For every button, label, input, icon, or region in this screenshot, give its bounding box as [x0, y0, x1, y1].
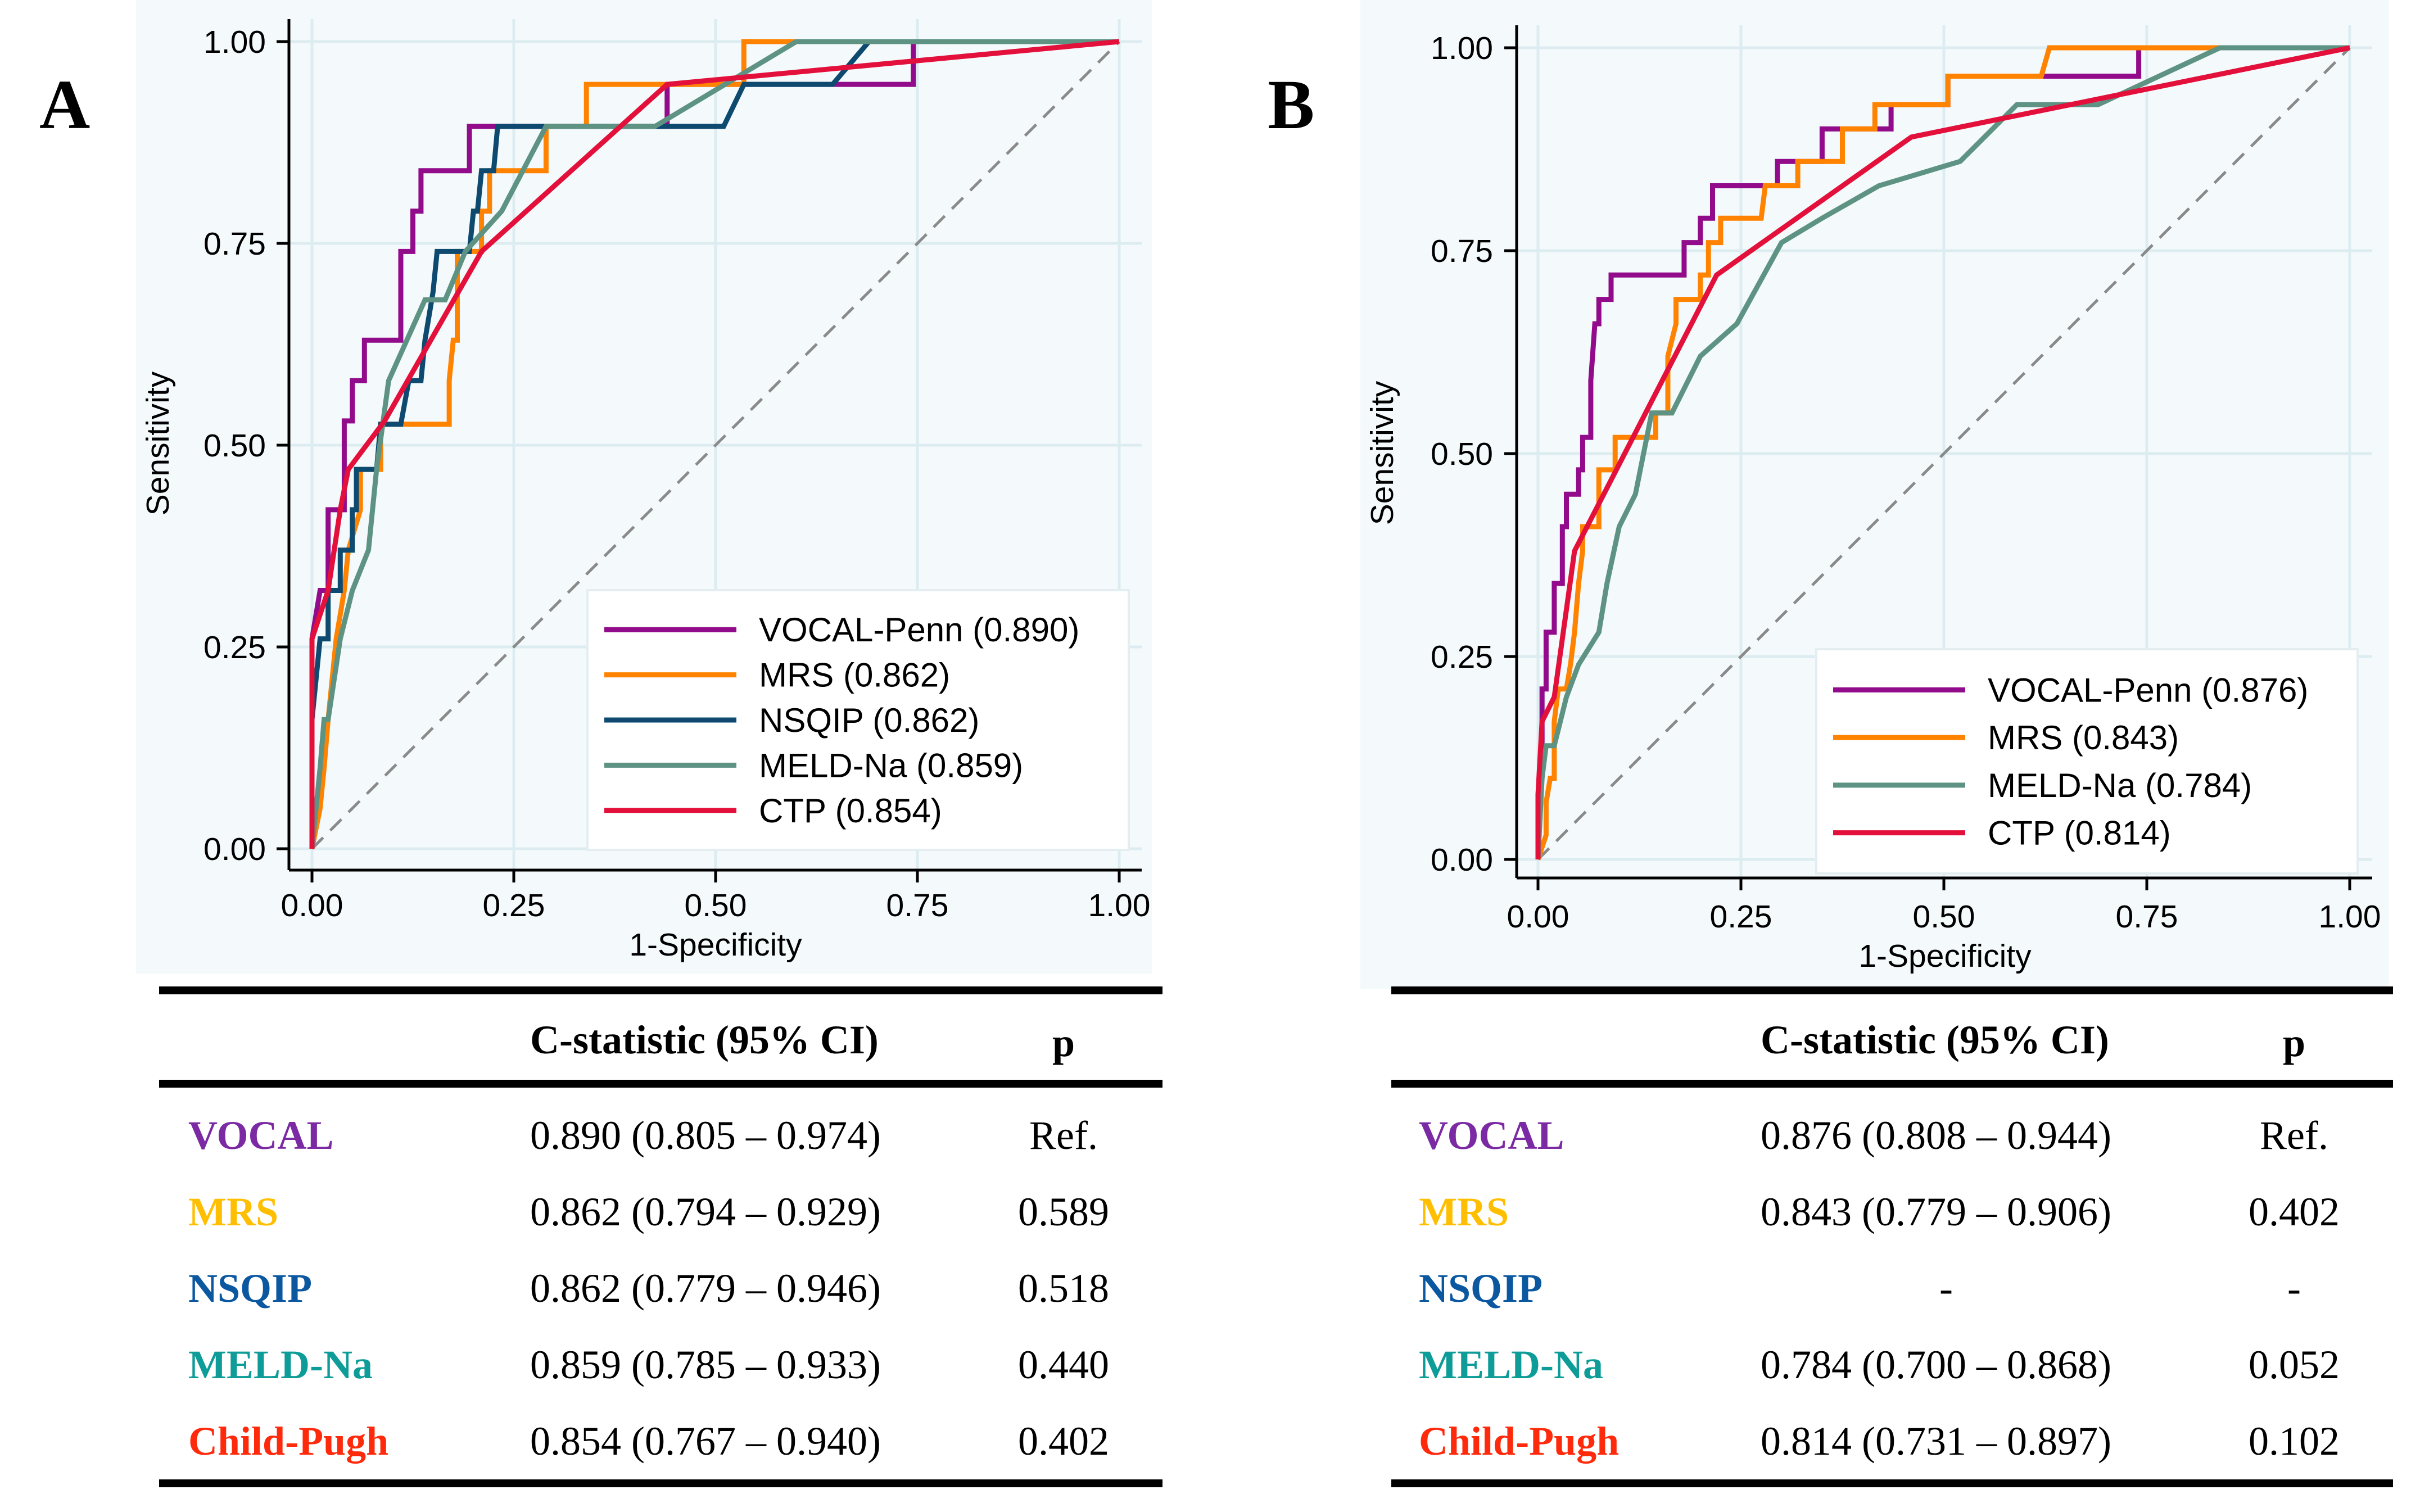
roc-curve-meld-na	[1535, 45, 2350, 860]
legend-box	[1815, 648, 2359, 875]
row-name-child-pugh: Child-Pugh	[1419, 1419, 1620, 1464]
row-c-statistic: 0.814 (0.731 – 0.897)	[1761, 1419, 2111, 1464]
row-name-vocal: VOCAL	[1419, 1113, 1564, 1158]
row-c-statistic: 0.859 (0.785 – 0.933)	[530, 1342, 881, 1387]
legend: VOCAL-Penn (0.890) MRS (0.862) NSQIP (0.86…	[586, 589, 1130, 851]
row-name-meld-na: MELD-Na	[188, 1342, 373, 1387]
y-tick-label: 1.00	[1431, 30, 1493, 66]
header-c-statistic: C-statistic (95% CI)	[530, 1017, 879, 1062]
row-p-value: 0.589	[1018, 1189, 1109, 1234]
row-p-value: 0.402	[1018, 1419, 1109, 1464]
y-axis-title: Sensitivity	[1364, 381, 1400, 525]
y-tick-label: 0.50	[203, 428, 266, 464]
table-bottom-rule	[1391, 1479, 2393, 1487]
row-p-value: 0.402	[2249, 1189, 2340, 1234]
c-statistic-table-b: C-statistic (95% CI) p VOCAL 0.876 (0.808 –…	[1391, 986, 2393, 1492]
row-name-meld-na: MELD-Na	[1419, 1342, 1603, 1387]
row-p-value: Ref.	[1029, 1113, 1098, 1158]
reference-diagonal	[1537, 47, 2351, 861]
header-c-statistic: C-statistic (95% CI)	[1761, 1017, 2109, 1062]
x-tick-label: 1.00	[2319, 899, 2381, 935]
y-tick-label: 0.00	[203, 831, 266, 867]
table-top-rule	[1391, 986, 2393, 994]
legend-entry: VOCAL-Penn (0.890)	[759, 611, 1079, 649]
legend-entry: MELD-Na (0.859)	[759, 746, 1023, 784]
row-p-value: 0.052	[2249, 1342, 2340, 1387]
x-tick-label: 0.50	[685, 888, 747, 924]
roc-curve-ctp	[309, 39, 1120, 849]
row-name-mrs: MRS	[188, 1189, 278, 1234]
row-c-statistic: 0.862 (0.794 – 0.929)	[530, 1189, 881, 1234]
panel-label-a: A	[39, 66, 91, 144]
y-tick-label: 0.25	[203, 630, 266, 666]
x-tick-label: 0.00	[1507, 899, 1569, 935]
row-c-statistic: -	[1939, 1266, 1953, 1311]
row-p-value: -	[2287, 1266, 2301, 1311]
x-axis-title: 1-Specificity	[629, 927, 802, 963]
panel-label-b: B	[1268, 66, 1315, 144]
roc-panel-a: 0.00 0.00 0.25 0.25 0.50 0.50 0.75 0.75 1.00 1.00…	[136, 0, 1152, 974]
roc-curve-meld-na	[309, 39, 1119, 849]
legend-entry: CTP (0.814)	[1988, 814, 2171, 852]
reference-diagonal	[311, 40, 1120, 850]
table-header-rule	[1391, 1080, 2393, 1088]
y-tick-label: 0.75	[1431, 233, 1493, 269]
row-p-value: 0.440	[1018, 1342, 1109, 1387]
y-tick-label: 0.75	[203, 226, 266, 262]
row-name-nsqip: NSQIP	[188, 1266, 313, 1311]
x-tick-label: 0.25	[483, 888, 545, 924]
legend-entry: VOCAL-Penn (0.876)	[1988, 671, 2308, 709]
roc-panel-b: 0.00 0.00 0.25 0.25 0.50 0.50 0.75 0.75 1.00 1.00…	[1360, 0, 2389, 989]
table-bottom-rule	[159, 1479, 1162, 1487]
x-tick-label: 0.75	[2116, 899, 2178, 935]
x-tick-label: 0.25	[1710, 899, 1772, 935]
x-tick-label: 0.00	[281, 888, 343, 924]
x-tick-label: 0.50	[1913, 899, 1975, 935]
row-p-value: 0.102	[2249, 1419, 2340, 1464]
row-c-statistic: 0.890 (0.805 – 0.974)	[530, 1113, 881, 1158]
legend-entry: NSQIP (0.862)	[759, 701, 979, 739]
y-tick-label: 1.00	[203, 24, 266, 60]
legend: VOCAL-Penn (0.876) MRS (0.843) MELD-Na (0.…	[1815, 648, 2359, 875]
legend-entry: MELD-Na (0.784)	[1988, 767, 2252, 804]
x-axis-title: 1-Specificity	[1858, 938, 2032, 974]
roc-curve-mrs	[1535, 45, 2350, 861]
table-top-rule	[159, 986, 1162, 994]
row-name-nsqip: NSQIP	[1419, 1266, 1543, 1311]
legend-entry: MRS (0.843)	[1988, 719, 2179, 757]
row-c-statistic: 0.876 (0.808 – 0.944)	[1761, 1113, 2111, 1158]
header-p: p	[2282, 1020, 2306, 1065]
roc-curve-nsqip	[309, 39, 1119, 849]
row-name-mrs: MRS	[1419, 1189, 1509, 1234]
legend-entry: CTP (0.854)	[759, 792, 942, 830]
row-name-vocal: VOCAL	[188, 1113, 334, 1158]
y-axis-title: Sensitivity	[140, 371, 176, 515]
row-c-statistic: 0.843 (0.779 – 0.906)	[1761, 1189, 2111, 1234]
row-c-statistic: 0.784 (0.700 – 0.868)	[1761, 1342, 2111, 1387]
x-tick-label: 1.00	[1088, 888, 1151, 924]
header-p: p	[1052, 1020, 1075, 1065]
y-tick-label: 0.00	[1431, 842, 1493, 878]
row-p-value: Ref.	[2260, 1113, 2328, 1158]
legend-entry: MRS (0.862)	[759, 657, 950, 694]
row-c-statistic: 0.854 (0.767 – 0.940)	[530, 1419, 881, 1464]
row-p-value: 0.518	[1018, 1266, 1109, 1311]
table-header-rule	[159, 1080, 1162, 1088]
y-tick-label: 0.50	[1431, 436, 1493, 472]
roc-curve-ctp	[1535, 45, 2350, 859]
row-name-child-pugh: Child-Pugh	[188, 1419, 389, 1464]
row-c-statistic: 0.862 (0.779 – 0.946)	[530, 1266, 881, 1311]
y-tick-label: 0.25	[1431, 639, 1493, 675]
c-statistic-table-a: C-statistic (95% CI) p VOCAL 0.890 (0.805 –…	[159, 986, 1162, 1492]
x-tick-label: 0.75	[886, 888, 949, 924]
